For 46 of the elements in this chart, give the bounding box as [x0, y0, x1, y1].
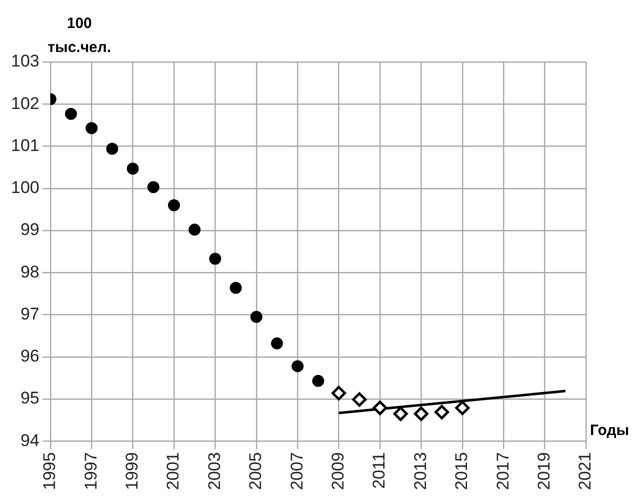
y-tick-label: 100	[10, 178, 40, 198]
point	[270, 337, 283, 350]
x-tick-label: 2007	[287, 452, 306, 490]
x-tick-label: 2021	[576, 452, 595, 490]
y-tick-label: 101	[10, 136, 40, 155]
x-tick-label: 2005	[246, 452, 266, 490]
point	[372, 400, 388, 416]
point	[292, 360, 304, 372]
x-tick-label: 2003	[204, 452, 224, 490]
x-tick-label: 1997	[81, 452, 100, 490]
y-tick-label: 102	[10, 94, 40, 113]
y-tick-label: 103	[10, 52, 40, 71]
x-tick-label: 2019	[534, 452, 554, 490]
y-axis-title: 100 тыс.чел.	[48, 15, 112, 56]
y-tick-label: 99	[20, 220, 40, 240]
x-tick-label: 2015	[452, 452, 472, 490]
point	[352, 392, 367, 407]
point	[106, 142, 118, 155]
point	[126, 162, 139, 175]
y-tick-label: 96	[20, 346, 40, 366]
point	[414, 406, 428, 422]
x-tick-label: 1999	[122, 452, 142, 490]
x-tick-label: 1995	[40, 452, 60, 490]
point	[230, 282, 242, 294]
point	[64, 108, 77, 120]
point	[312, 374, 324, 387]
x-tick-label: 2017	[493, 452, 512, 490]
point	[188, 224, 201, 236]
y-tick-label: 95	[20, 388, 40, 408]
x-axis-title: Годы	[590, 422, 630, 440]
point	[434, 404, 450, 420]
point	[250, 310, 262, 323]
y-tick-label: 98	[20, 262, 40, 282]
x-tick-label: 2013	[410, 452, 430, 490]
point	[168, 199, 180, 212]
point	[86, 122, 98, 134]
x-tick-label: 2009	[328, 452, 348, 490]
x-tick-label: 2011	[370, 452, 389, 489]
point	[209, 252, 222, 265]
y-tick-label: 97	[20, 304, 40, 324]
point	[147, 181, 160, 194]
point	[332, 386, 346, 400]
point	[455, 400, 470, 416]
x-tick-label: 2001	[164, 452, 183, 490]
point	[393, 406, 408, 422]
y-tick-label: 94	[20, 430, 40, 450]
